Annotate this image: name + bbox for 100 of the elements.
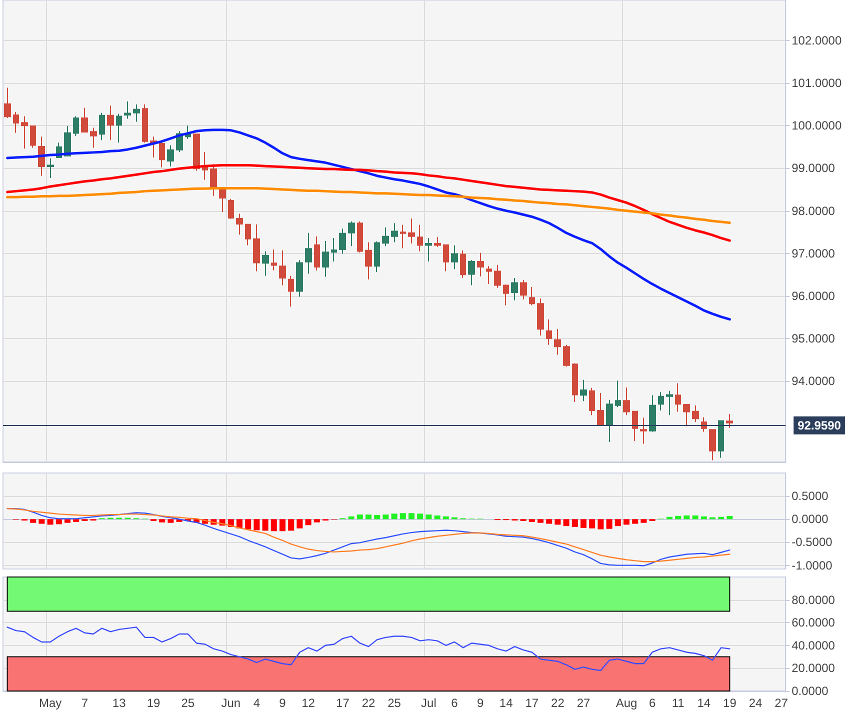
- candlestick: [640, 417, 647, 444]
- y-tick-label: 96.0000: [792, 288, 836, 303]
- candlestick: [649, 394, 656, 432]
- x-tick-label: 13: [112, 696, 126, 710]
- candlestick: [262, 250, 269, 276]
- y-tick-label: 99.0000: [792, 161, 836, 176]
- candlestick: [81, 107, 88, 132]
- line-series: [6, 164, 731, 242]
- y-tick-label: 102.0000: [792, 33, 842, 48]
- y-tick-label: 60.0000: [792, 616, 836, 630]
- candlestick: [494, 264, 501, 288]
- candlestick: [357, 220, 363, 254]
- candlestick: [253, 224, 260, 272]
- y-tick-label: 40.0000: [792, 638, 836, 652]
- candlestick: [572, 362, 578, 402]
- x-tick-label: 17: [336, 696, 350, 710]
- candlestick: [348, 220, 355, 247]
- x-tick-label: 25: [181, 696, 195, 710]
- y-tick-label: 98.0000: [792, 204, 836, 218]
- candlestick: [228, 198, 234, 220]
- x-tick-label: 14: [499, 696, 514, 710]
- candlestick: [563, 344, 570, 368]
- candlestick: [554, 328, 561, 356]
- candlestick: [417, 224, 423, 252]
- candlestick: [193, 134, 200, 172]
- x-tick-label: 17: [525, 696, 539, 710]
- y-tick-label: 0.0000: [792, 684, 829, 698]
- candlestick: [133, 104, 140, 122]
- candlestick: [288, 275, 294, 308]
- candlestick: [606, 399, 613, 442]
- candlestick: [90, 127, 97, 148]
- x-tick-label: 9: [476, 696, 484, 710]
- candlestick: [116, 113, 122, 144]
- x-tick-label: 22: [362, 696, 376, 710]
- candlestick: [47, 158, 54, 178]
- candlestick: [692, 404, 699, 422]
- candlestick: [339, 228, 346, 254]
- candlestick: [142, 104, 148, 144]
- candlestick: [460, 250, 466, 279]
- candlestick: [167, 144, 174, 167]
- candlestick: [597, 392, 604, 426]
- candlestick: [305, 232, 312, 274]
- line-series: [6, 186, 731, 224]
- candlestick: [623, 386, 630, 416]
- y-tick-label: -0.5000: [792, 535, 833, 550]
- ref-line-label: 92.9590: [798, 418, 842, 432]
- candlestick: [73, 116, 79, 136]
- candlestick: [580, 379, 587, 402]
- candlestick: [425, 238, 432, 262]
- candlestick: [726, 413, 733, 428]
- x-tick-label: Jun: [221, 696, 241, 710]
- y-tick-label: 94.0000: [792, 374, 836, 388]
- x-tick-label: 24: [748, 696, 762, 710]
- candlestick: [296, 260, 303, 298]
- y-tick-label: 80.0000: [792, 592, 836, 607]
- y-tick-label: 0.0000: [792, 512, 829, 526]
- candlestick: [219, 186, 226, 213]
- candlestick: [400, 224, 406, 249]
- candlestick: [202, 152, 208, 180]
- candlestick: [666, 390, 673, 416]
- x-tick-label: 9: [279, 696, 286, 710]
- candlestick: [511, 278, 518, 301]
- candlestick: [365, 242, 372, 280]
- x-tick-label: 22: [551, 696, 565, 710]
- x-tick-label: 25: [388, 696, 402, 710]
- candlestick: [185, 125, 191, 140]
- candlestick: [322, 240, 329, 278]
- candlestick: [477, 252, 484, 277]
- x-tick-label: 7: [81, 696, 88, 710]
- candlestick: [443, 244, 449, 272]
- candlestick: [468, 260, 475, 286]
- candlestick: [279, 250, 286, 286]
- candlestick: [632, 410, 638, 442]
- candlestick: [683, 404, 690, 427]
- y-tick-label: 101.0000: [792, 76, 842, 90]
- candlestick: [107, 105, 114, 141]
- candlestick: [486, 266, 492, 285]
- x-tick-label: 27: [576, 696, 590, 710]
- candlestick: [434, 236, 441, 248]
- candlestick: [520, 280, 527, 300]
- x-tick-label: 14: [697, 696, 711, 710]
- candlestick: [124, 100, 131, 120]
- x-tick-label: May: [38, 696, 62, 710]
- x-tick-label: 11: [672, 696, 685, 710]
- y-tick-label: -1.0000: [792, 558, 833, 572]
- candlestick: [709, 429, 716, 461]
- candlestick: [159, 142, 165, 168]
- y-tick-label: 0.5000: [792, 489, 829, 504]
- candlestick: [537, 298, 544, 336]
- x-tick-label: 19: [146, 696, 160, 710]
- candlestick: [236, 213, 243, 236]
- candlestick: [675, 382, 681, 412]
- y-tick-label: 95.0000: [792, 332, 836, 346]
- x-tick-label: 27: [774, 696, 788, 710]
- x-tick-label: 19: [723, 696, 737, 710]
- candlestick: [529, 286, 535, 306]
- candlestick: [718, 420, 724, 458]
- y-tick-label: 20.0000: [792, 661, 836, 676]
- candlestick: [21, 116, 28, 150]
- x-tick-label: Aug: [616, 696, 638, 710]
